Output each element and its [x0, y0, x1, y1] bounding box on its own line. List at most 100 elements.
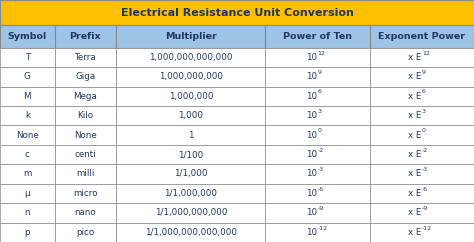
- Text: Kilo: Kilo: [77, 111, 93, 120]
- Text: Symbol: Symbol: [8, 32, 47, 41]
- Text: x E: x E: [409, 131, 422, 140]
- Text: -3: -3: [318, 167, 324, 172]
- Text: 10: 10: [307, 228, 318, 237]
- Bar: [265, 125, 370, 145]
- Bar: [370, 87, 474, 106]
- Bar: [265, 203, 370, 223]
- Text: -9: -9: [422, 206, 428, 211]
- Text: Terra: Terra: [74, 53, 96, 62]
- Bar: [370, 48, 474, 67]
- Text: Exponent Power: Exponent Power: [378, 32, 465, 41]
- Bar: [370, 223, 474, 242]
- Text: milli: milli: [76, 169, 94, 179]
- Text: 10: 10: [307, 111, 318, 120]
- Text: 1/1,000,000: 1/1,000,000: [164, 189, 217, 198]
- Text: x E: x E: [409, 150, 422, 159]
- Text: 9: 9: [422, 70, 426, 75]
- Text: pico: pico: [76, 228, 94, 237]
- Bar: [116, 184, 265, 203]
- Text: 10: 10: [307, 53, 318, 62]
- Bar: [55, 25, 116, 48]
- Text: Mega: Mega: [73, 92, 97, 101]
- Bar: [55, 48, 116, 67]
- Text: 10: 10: [307, 72, 318, 81]
- Bar: [265, 67, 370, 87]
- Text: x E: x E: [409, 111, 422, 120]
- Bar: [370, 25, 474, 48]
- Text: -12: -12: [318, 226, 328, 231]
- Text: 6: 6: [318, 90, 321, 94]
- Bar: [55, 106, 116, 125]
- Text: 10: 10: [307, 189, 318, 198]
- Bar: [116, 125, 265, 145]
- Bar: [55, 223, 116, 242]
- Text: Electrical Resistance Unit Conversion: Electrical Resistance Unit Conversion: [120, 8, 354, 18]
- Text: 1,000,000: 1,000,000: [169, 92, 213, 101]
- Text: 9: 9: [318, 70, 321, 75]
- Text: 12: 12: [318, 51, 326, 56]
- Bar: [265, 48, 370, 67]
- Bar: [55, 203, 116, 223]
- Bar: [370, 125, 474, 145]
- Bar: [116, 87, 265, 106]
- Text: x E: x E: [409, 169, 422, 179]
- Text: 1/1,000: 1/1,000: [174, 169, 208, 179]
- Text: x E: x E: [409, 228, 422, 237]
- Text: 1,000,000,000,000: 1,000,000,000,000: [149, 53, 233, 62]
- Bar: [265, 223, 370, 242]
- Text: x E: x E: [409, 53, 422, 62]
- Text: 10: 10: [307, 169, 318, 179]
- Text: 6: 6: [422, 90, 426, 94]
- Text: Multiplier: Multiplier: [165, 32, 217, 41]
- Bar: [0, 164, 55, 184]
- Text: 3: 3: [422, 109, 426, 114]
- Bar: [55, 145, 116, 164]
- Text: M: M: [24, 92, 31, 101]
- Bar: [0, 0, 474, 25]
- Text: centi: centi: [74, 150, 96, 159]
- Bar: [116, 67, 265, 87]
- Text: 1,000: 1,000: [178, 111, 203, 120]
- Text: 12: 12: [422, 51, 430, 56]
- Bar: [0, 184, 55, 203]
- Text: 10: 10: [307, 92, 318, 101]
- Text: x E: x E: [409, 208, 422, 217]
- Text: -6: -6: [318, 187, 324, 192]
- Text: 1: 1: [188, 131, 193, 140]
- Bar: [370, 164, 474, 184]
- Bar: [116, 164, 265, 184]
- Text: 0: 0: [318, 128, 321, 133]
- Bar: [55, 125, 116, 145]
- Bar: [116, 203, 265, 223]
- Text: 1,000,000,000: 1,000,000,000: [159, 72, 223, 81]
- Text: 0: 0: [422, 128, 426, 133]
- Bar: [370, 184, 474, 203]
- Text: 10: 10: [307, 150, 318, 159]
- Text: k: k: [25, 111, 30, 120]
- Bar: [265, 164, 370, 184]
- Text: 1/100: 1/100: [178, 150, 203, 159]
- Bar: [116, 25, 265, 48]
- Text: 3: 3: [318, 109, 321, 114]
- Bar: [116, 106, 265, 125]
- Text: Giga: Giga: [75, 72, 95, 81]
- Bar: [0, 125, 55, 145]
- Bar: [55, 164, 116, 184]
- Bar: [0, 106, 55, 125]
- Text: Prefix: Prefix: [70, 32, 101, 41]
- Text: -9: -9: [318, 206, 324, 211]
- Text: G: G: [24, 72, 31, 81]
- Bar: [0, 67, 55, 87]
- Bar: [55, 87, 116, 106]
- Text: μ: μ: [25, 189, 30, 198]
- Text: -12: -12: [422, 226, 432, 231]
- Text: x E: x E: [409, 189, 422, 198]
- Text: p: p: [25, 228, 30, 237]
- Bar: [0, 48, 55, 67]
- Bar: [0, 145, 55, 164]
- Text: None: None: [74, 131, 97, 140]
- Bar: [265, 25, 370, 48]
- Text: -2: -2: [318, 148, 324, 153]
- Bar: [370, 67, 474, 87]
- Bar: [265, 184, 370, 203]
